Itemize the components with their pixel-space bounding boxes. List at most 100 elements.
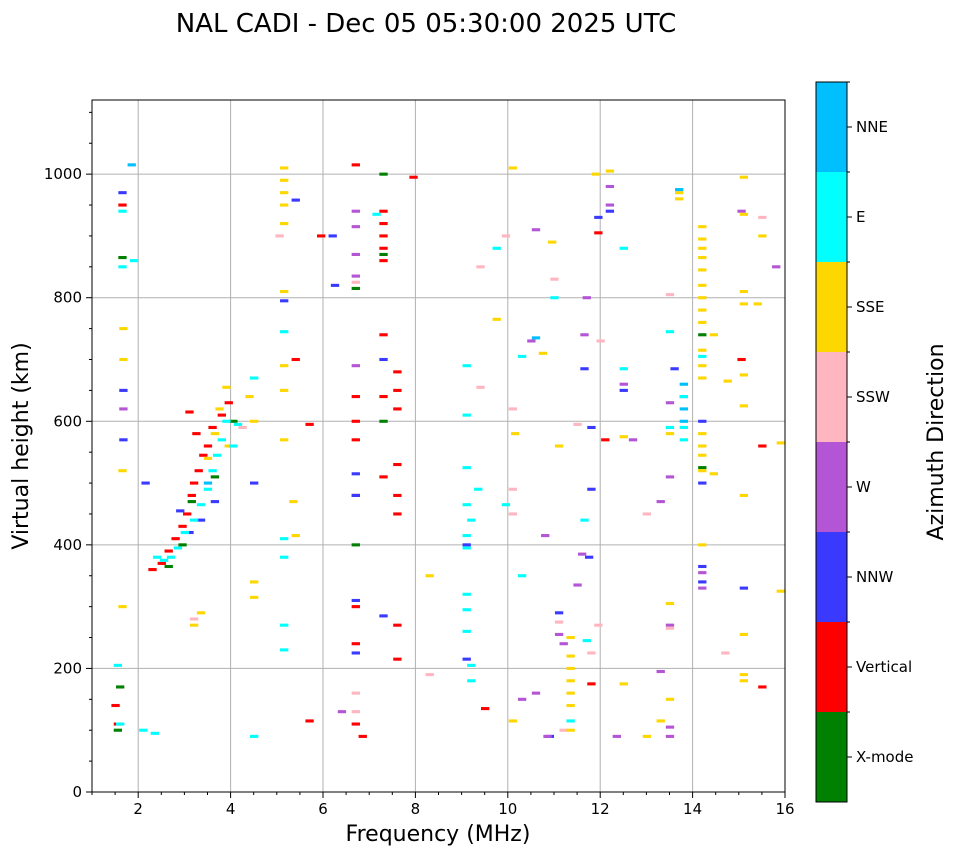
data-point (580, 518, 589, 522)
data-point (698, 364, 707, 368)
x-tick-label: 8 (411, 800, 421, 818)
data-point (210, 432, 220, 436)
data-point (189, 481, 199, 485)
data-point (351, 722, 360, 726)
data-points (111, 163, 785, 738)
series-nne (127, 163, 688, 485)
data-point (698, 469, 707, 473)
data-point (393, 462, 402, 467)
colorbar-tick-label: SSW (856, 388, 890, 406)
data-point (222, 419, 231, 423)
colorbar: X-mode Vertical NNW W SSW SSE E NNE (815, 81, 913, 803)
data-point (776, 589, 785, 593)
data-point (698, 268, 707, 272)
colorbar-segment (816, 442, 847, 532)
data-point (192, 432, 201, 436)
data-point (222, 385, 231, 389)
data-point (670, 367, 679, 371)
data-point (238, 425, 247, 430)
data-point (467, 663, 476, 667)
data-point (119, 438, 128, 442)
colorbar-tick-label: NNE (856, 118, 888, 136)
data-point (709, 472, 719, 476)
colorbar-tick-label: X-mode (856, 748, 913, 766)
data-point (250, 481, 259, 485)
colorbar-segment (816, 262, 847, 352)
data-point (656, 669, 665, 674)
data-point (559, 728, 568, 732)
y-tick-label: 400 (53, 536, 82, 554)
data-point (619, 367, 628, 371)
data-point (379, 246, 388, 250)
colorbar-frame (815, 81, 848, 803)
data-point (113, 728, 123, 732)
data-point (203, 481, 213, 485)
data-point (605, 184, 615, 189)
data-point (698, 543, 707, 547)
data-point (337, 710, 347, 714)
data-point (393, 388, 402, 392)
data-point (280, 364, 289, 368)
x-tick-label: 4 (226, 800, 236, 818)
data-point (280, 166, 289, 170)
data-point (210, 475, 220, 479)
data-point (213, 453, 222, 457)
data-point (351, 280, 360, 284)
data-point (758, 234, 767, 238)
data-point (119, 388, 128, 392)
data-point (739, 302, 749, 306)
data-point (189, 623, 199, 627)
data-point (351, 286, 360, 290)
data-point (550, 277, 559, 281)
data-point (739, 175, 749, 179)
data-point (291, 198, 300, 202)
data-point (393, 623, 402, 627)
data-point (379, 357, 388, 362)
data-point (698, 308, 707, 312)
data-point (547, 240, 557, 244)
data-point (119, 357, 128, 362)
data-point (208, 469, 217, 473)
data-point (280, 203, 289, 207)
data-point (291, 534, 300, 538)
colorbar-segment (816, 352, 847, 442)
data-point (229, 419, 238, 423)
data-point (679, 438, 688, 442)
data-point (739, 373, 749, 377)
data-point (467, 679, 476, 683)
data-point (379, 395, 388, 399)
data-point (462, 592, 471, 596)
data-point (587, 682, 596, 686)
data-point (224, 401, 233, 405)
colorbar-tick-label: NNW (856, 568, 893, 586)
data-point (656, 500, 665, 504)
series-sse (118, 166, 785, 738)
data-point (559, 642, 568, 646)
data-point (605, 169, 615, 173)
data-point (527, 339, 536, 343)
y-axis-label: Virtual height (km) (9, 342, 34, 549)
data-point (665, 401, 675, 405)
x-axis-label: Frequency (MHz) (346, 822, 531, 847)
data-point (171, 537, 180, 541)
data-point (594, 231, 603, 235)
data-point (665, 475, 675, 479)
data-point (492, 246, 501, 250)
data-point (566, 728, 575, 732)
data-point (739, 586, 749, 590)
data-point (305, 422, 314, 426)
data-point (566, 679, 575, 683)
data-point (166, 555, 176, 559)
data-point (541, 534, 550, 538)
data-point (280, 388, 289, 392)
series-ssw (189, 215, 767, 732)
data-point (118, 265, 127, 269)
data-point (709, 333, 719, 337)
data-point (594, 623, 603, 627)
data-point (679, 382, 688, 386)
data-point (129, 259, 139, 263)
colorbar-tick-label: Vertical (856, 658, 912, 676)
data-point (721, 651, 730, 655)
data-point (566, 703, 575, 708)
data-point (665, 734, 675, 738)
